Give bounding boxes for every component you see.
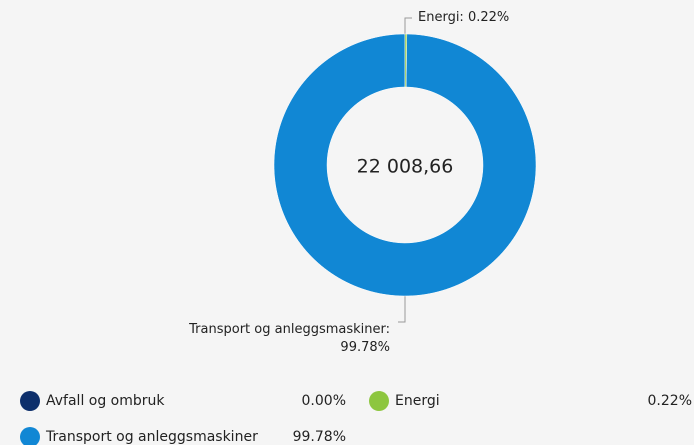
donut-slice (404, 33, 408, 88)
legend-swatch (369, 391, 389, 411)
legend-label: Energi (395, 393, 440, 409)
data-label: Energi: 0.22% (418, 10, 510, 25)
legend-label: Transport og anleggsmaskiner (46, 429, 258, 445)
legend-value: 0.22% (647, 393, 692, 409)
center-label: 22 008,66 (357, 156, 454, 178)
legend-swatch (20, 391, 40, 411)
leader-line (404, 17, 412, 34)
legend-label: Avfall og ombruk (46, 393, 165, 409)
donut-slice (273, 33, 537, 297)
data-label: Transport og anleggsmaskiner: 99.78% (189, 322, 390, 355)
legend-value: 0.00% (301, 393, 346, 409)
leader-line (398, 296, 406, 323)
legend-value: 99.78% (292, 429, 346, 445)
legend-swatch (20, 427, 40, 445)
